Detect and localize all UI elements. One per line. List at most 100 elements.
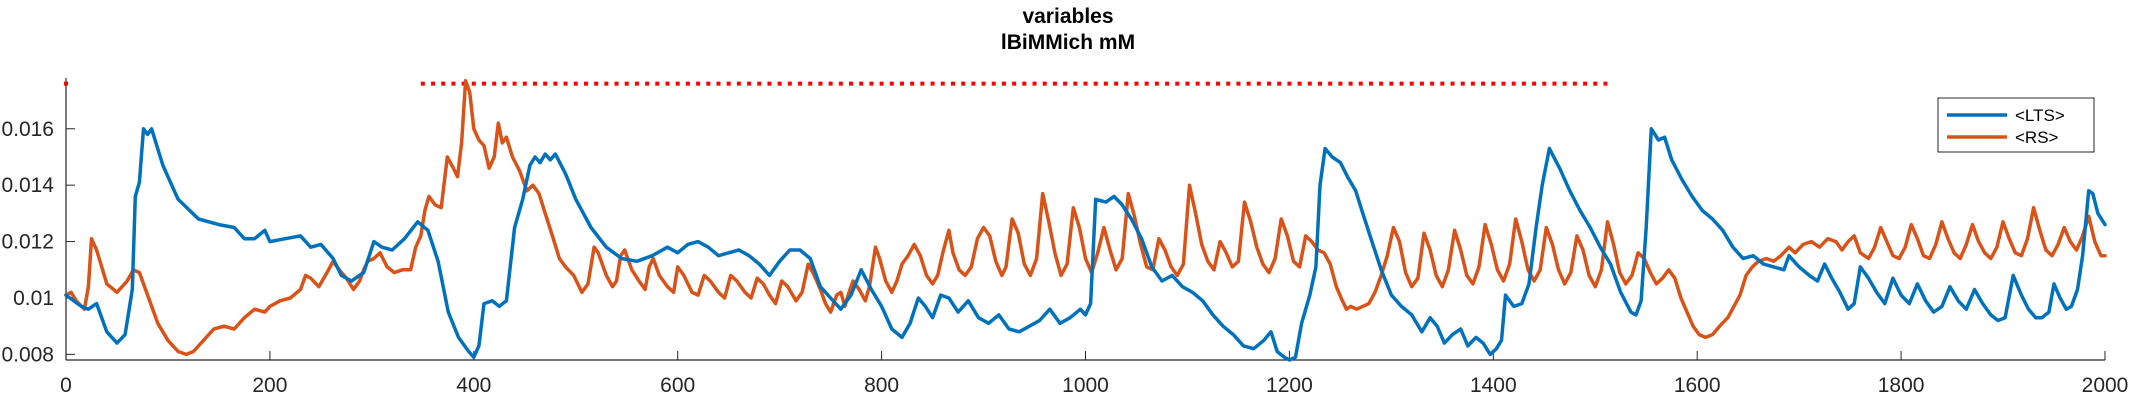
event-marker bbox=[787, 81, 792, 86]
event-marker bbox=[1542, 81, 1547, 86]
event-marker bbox=[1093, 81, 1098, 86]
x-tick-label: 1800 bbox=[1878, 374, 1925, 397]
event-marker bbox=[420, 81, 425, 86]
event-marker bbox=[1032, 81, 1037, 86]
event-marker bbox=[777, 81, 782, 86]
event-marker bbox=[532, 81, 537, 86]
event-marker bbox=[1491, 81, 1496, 86]
event-marker bbox=[696, 81, 701, 86]
event-marker bbox=[1042, 81, 1047, 86]
event-marker bbox=[1572, 81, 1577, 86]
x-tick-label: 400 bbox=[456, 374, 491, 397]
event-marker bbox=[1338, 81, 1343, 86]
event-marker bbox=[1348, 81, 1353, 86]
event-marker bbox=[716, 81, 721, 86]
event-marker bbox=[1583, 81, 1588, 86]
event-marker bbox=[818, 81, 823, 86]
event-marker bbox=[950, 81, 955, 86]
event-marker bbox=[757, 81, 762, 86]
event-marker bbox=[1317, 81, 1322, 86]
event-marker bbox=[655, 81, 660, 86]
y-tick-label: 0.014 bbox=[1, 174, 54, 197]
event-marker bbox=[930, 81, 935, 86]
event-marker bbox=[1226, 81, 1231, 86]
event-marker bbox=[461, 81, 466, 86]
chart-subtitle: lBiMMich mM bbox=[1001, 31, 1135, 54]
event-marker bbox=[1124, 81, 1129, 86]
event-marker bbox=[1430, 81, 1435, 86]
event-marker bbox=[1358, 81, 1363, 86]
event-marker bbox=[1532, 81, 1537, 86]
event-marker bbox=[961, 81, 966, 86]
event-marker bbox=[665, 81, 670, 86]
event-marker bbox=[726, 81, 731, 86]
legend: <LTS> <RS> bbox=[1937, 97, 2095, 153]
event-marker bbox=[798, 81, 803, 86]
event-marker bbox=[1399, 81, 1404, 86]
event-marker bbox=[1205, 81, 1210, 86]
event-marker bbox=[1073, 81, 1078, 86]
event-marker bbox=[1246, 81, 1251, 86]
event-marker bbox=[563, 81, 568, 86]
event-marker bbox=[1389, 81, 1394, 86]
event-marker bbox=[1216, 81, 1221, 86]
event-marker bbox=[1328, 81, 1333, 86]
event-marker bbox=[1134, 81, 1139, 86]
event-marker bbox=[573, 81, 578, 86]
event-marker bbox=[481, 81, 486, 86]
event-marker bbox=[1195, 81, 1200, 86]
axes bbox=[65, 78, 2105, 361]
event-marker bbox=[1287, 81, 1292, 86]
event-marker bbox=[1175, 81, 1180, 86]
event-marker bbox=[1236, 81, 1241, 86]
event-marker bbox=[920, 81, 925, 86]
x-tick-label: 1000 bbox=[1062, 374, 1109, 397]
event-marker bbox=[971, 81, 976, 86]
event-marker bbox=[492, 81, 497, 86]
event-marker bbox=[1603, 81, 1608, 86]
x-tick-labels: 0 200 400 600 800 1000 1200 1400 1600 1800 2000 bbox=[60, 374, 2128, 397]
event-marker bbox=[1368, 81, 1373, 86]
event-marker bbox=[849, 81, 854, 86]
event-marker bbox=[1012, 81, 1017, 86]
event-marker bbox=[899, 81, 904, 86]
event-marker bbox=[1144, 81, 1149, 86]
event-marker bbox=[502, 81, 507, 86]
event-marker bbox=[471, 81, 476, 86]
event-marker bbox=[1256, 81, 1261, 86]
event-marker bbox=[1307, 81, 1312, 86]
event-marker bbox=[1440, 81, 1445, 86]
event-marker bbox=[1297, 81, 1302, 86]
event-marker bbox=[1511, 81, 1516, 86]
tick-marks bbox=[65, 128, 2106, 360]
event-marker bbox=[64, 81, 68, 86]
event-marker bbox=[1501, 81, 1506, 86]
event-marker bbox=[553, 81, 558, 86]
event-marker bbox=[512, 81, 517, 86]
event-marker bbox=[583, 81, 588, 86]
event-marker bbox=[869, 81, 874, 86]
event-marker bbox=[1379, 81, 1384, 86]
event-marker bbox=[879, 81, 884, 86]
legend-label-lts: <LTS> bbox=[2015, 106, 2065, 125]
event-marker bbox=[1063, 81, 1068, 86]
event-marker bbox=[1165, 81, 1170, 86]
event-marker bbox=[1419, 81, 1424, 86]
event-marker bbox=[614, 81, 619, 86]
event-marker bbox=[1114, 81, 1119, 86]
x-tick-label: 1400 bbox=[1470, 374, 1517, 397]
event-markers bbox=[64, 81, 1608, 86]
event-marker bbox=[1185, 81, 1190, 86]
event-marker bbox=[594, 81, 599, 86]
event-marker bbox=[522, 81, 527, 86]
event-marker bbox=[685, 81, 690, 86]
chart-title: variables bbox=[1022, 5, 1113, 28]
x-tick-label: 200 bbox=[252, 374, 287, 397]
event-marker bbox=[859, 81, 864, 86]
event-marker bbox=[706, 81, 711, 86]
event-marker bbox=[910, 81, 915, 86]
event-marker bbox=[1154, 81, 1159, 86]
event-marker bbox=[1470, 81, 1475, 86]
x-tick-label: 1200 bbox=[1266, 374, 1313, 397]
